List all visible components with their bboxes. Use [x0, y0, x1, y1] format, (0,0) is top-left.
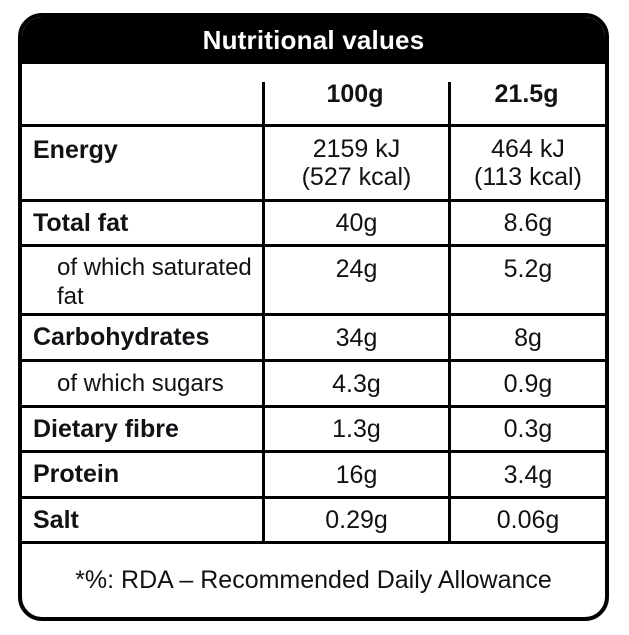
column-divider [448, 82, 451, 124]
row-dietary-fibre: Dietary fibre 1.3g 0.3g [22, 408, 605, 453]
value-per-100g: 0.29g [262, 499, 448, 541]
value-per-serving: 0.06g [448, 499, 605, 541]
value-per-serving: 0.3g [448, 408, 605, 450]
value-per-100g: 2159 kJ (527 kcal) [262, 127, 448, 199]
value-per-serving: 464 kJ (113 kcal) [448, 127, 605, 199]
column-header-row: 100g 21.5g [22, 64, 605, 127]
value-per-serving: 8.6g [448, 202, 605, 244]
row-saturated-fat: of which saturated fat 24g 5.2g [22, 247, 605, 316]
row-label: Energy [33, 136, 118, 164]
row-label: of which sugars [57, 370, 224, 397]
rda-footnote: *%: RDA – Recommended Daily Allowance [75, 566, 552, 594]
label-title-bar: Nutritional values [22, 17, 605, 64]
column-divider [262, 82, 265, 124]
label-title: Nutritional values [202, 25, 425, 55]
value-per-100g: 1.3g [262, 408, 448, 450]
row-label: Salt [33, 505, 79, 534]
footnote-row: *%: RDA – Recommended Daily Allowance [22, 544, 605, 617]
value-per-100g: 24g [262, 247, 448, 313]
row-label: Total fat [33, 208, 129, 237]
row-label: of which saturated fat [57, 254, 252, 310]
row-label: Protein [33, 460, 120, 488]
row-label: Dietary fibre [33, 414, 179, 443]
value-per-serving: 0.9g [448, 362, 605, 405]
value-per-100g: 40g [262, 202, 448, 244]
column-header-blank [22, 64, 262, 124]
column-header-per-100g: 100g [326, 80, 384, 108]
row-sugars: of which sugars 4.3g 0.9g [22, 362, 605, 408]
value-per-100g: 34g [262, 316, 448, 359]
row-label: Carbohydrates [33, 323, 210, 351]
energy-kcal-100g: (527 kcal) [301, 163, 412, 191]
row-energy: Energy 2159 kJ (527 kcal) 464 kJ (113 kc… [22, 127, 605, 202]
value-per-serving: 3.4g [448, 453, 605, 496]
row-salt: Salt 0.29g 0.06g [22, 499, 605, 544]
value-per-serving: 8g [448, 316, 605, 359]
energy-kcal-serving: (113 kcal) [474, 163, 582, 191]
nutrition-label: Nutritional values 100g 21.5g Energy 215… [18, 13, 609, 621]
value-per-100g: 16g [262, 453, 448, 496]
energy-kj-serving: 464 kJ [491, 135, 565, 163]
value-per-serving: 5.2g [448, 247, 605, 313]
row-total-fat: Total fat 40g 8.6g [22, 202, 605, 247]
row-protein: Protein 16g 3.4g [22, 453, 605, 499]
energy-kj-100g: 2159 kJ [312, 135, 401, 163]
column-header-per-serving: 21.5g [494, 80, 559, 108]
row-carbohydrates: Carbohydrates 34g 8g [22, 316, 605, 362]
value-per-100g: 4.3g [262, 362, 448, 405]
